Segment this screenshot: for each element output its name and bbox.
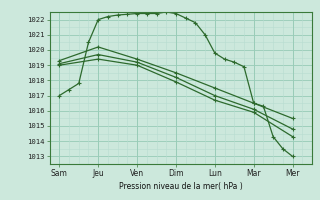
X-axis label: Pression niveau de la mer( hPa ): Pression niveau de la mer( hPa ) (119, 182, 243, 191)
